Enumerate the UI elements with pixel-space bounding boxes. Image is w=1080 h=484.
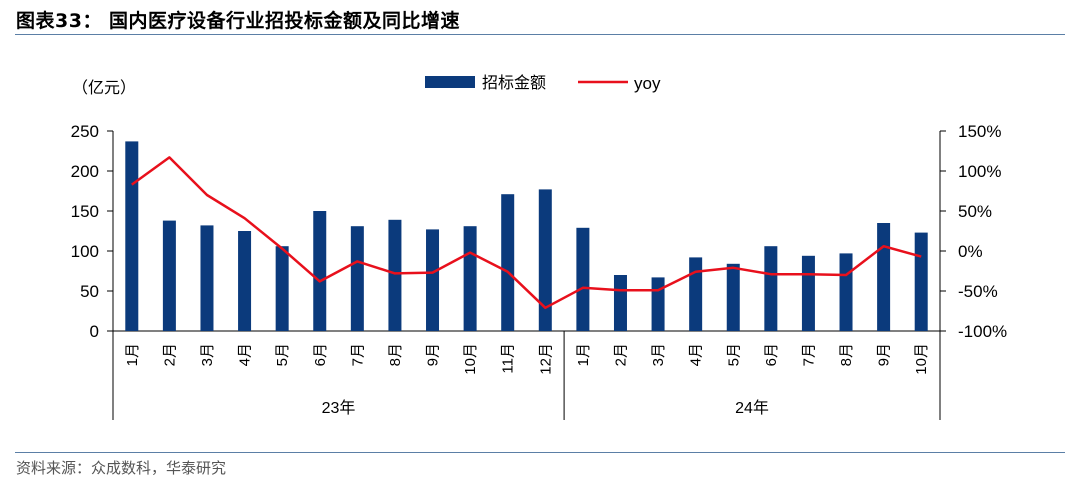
left-axis-tick-label: 100 (71, 242, 99, 261)
x-tick-label: 3月 (199, 343, 216, 366)
right-axis-tick-label: 0% (958, 242, 983, 261)
right-axis-tick-label: -50% (958, 282, 998, 301)
x-tick-label: 8月 (838, 343, 855, 366)
bar (350, 226, 364, 331)
x-tick-label: 3月 (650, 343, 667, 366)
bar (651, 277, 665, 331)
group-label: 23年 (322, 399, 356, 417)
x-tick-label: 10月 (913, 343, 930, 375)
x-tick-label: 4月 (688, 343, 705, 366)
bar (914, 232, 928, 331)
left-axis-unit: （亿元） (72, 78, 137, 97)
right-axis-tick-label: -100% (958, 322, 1007, 341)
bar (501, 194, 515, 331)
x-tick-label: 1月 (124, 343, 141, 366)
source-note: 资料来源：众成数科，华泰研究 (16, 459, 227, 477)
bar (801, 255, 815, 331)
bar (576, 227, 590, 331)
group-label: 24年 (735, 399, 769, 417)
legend-line-label: yoy (634, 74, 661, 93)
chart-title: 图表33： 国内医疗设备行业招投标金额及同比增速 (16, 10, 461, 32)
line-series (131, 156, 922, 310)
x-tick-label: 4月 (237, 343, 254, 366)
left-axis-tick-label: 150 (71, 202, 99, 221)
legend-bar-label: 招标金额 (482, 74, 546, 92)
x-tick-label: 7月 (349, 343, 366, 366)
left-axis-tick-label: 50 (80, 282, 99, 301)
bar (426, 229, 440, 331)
x-tick-label: 2月 (161, 343, 178, 366)
bar-series (125, 141, 928, 331)
right-axis-tick-label: 100% (958, 162, 1001, 181)
x-tick-label: 6月 (312, 343, 329, 366)
bar (125, 141, 139, 331)
x-tick-label: 7月 (800, 343, 817, 366)
bar (275, 246, 289, 331)
bar (313, 211, 327, 331)
left-axis-tick-label: 250 (71, 122, 99, 141)
x-tick-label: 9月 (425, 343, 442, 366)
x-tick-label: 12月 (537, 343, 554, 375)
bar (877, 223, 891, 331)
footer-divider (15, 452, 1065, 453)
x-tick-label: 1月 (575, 343, 592, 366)
x-tick-label: 5月 (274, 343, 291, 366)
legend-bar-swatch (425, 76, 475, 88)
bar (613, 275, 627, 331)
axes: 0 50 100 150 200 250 -100% -50% 0% 50% 100% 150% (71, 122, 1008, 341)
right-axis-tick-label: 50% (958, 202, 992, 221)
bar (689, 257, 703, 331)
bar (726, 263, 740, 331)
title-divider (15, 34, 1065, 35)
left-axis-tick-label: 0 (90, 322, 99, 341)
bar (388, 219, 402, 331)
x-tick-label: 6月 (763, 343, 780, 366)
yoy-line (131, 156, 922, 310)
x-tick-label: 2月 (612, 343, 629, 366)
left-axis-tick-label: 200 (71, 162, 99, 181)
bar (764, 246, 778, 331)
bar (538, 189, 552, 331)
x-tick-label: 10月 (462, 343, 479, 375)
x-tick-label: 11月 (500, 343, 517, 374)
x-axis-labels: 1月 2月 3月 4月 5月 6月 7月 8月 9月 10月 11月 12月 1月 2月 3月 4月 5月 6月 7… (112, 331, 941, 420)
right-axis-tick-label: 150% (958, 122, 1001, 141)
bar (162, 220, 176, 331)
legend: 招标金额 yoy (425, 74, 661, 93)
x-tick-label: 9月 (876, 343, 893, 366)
bar (200, 225, 214, 331)
x-tick-label: 5月 (725, 343, 742, 366)
bar (463, 226, 477, 331)
bar (238, 231, 252, 331)
x-tick-label: 8月 (387, 343, 404, 366)
bar (839, 253, 853, 331)
